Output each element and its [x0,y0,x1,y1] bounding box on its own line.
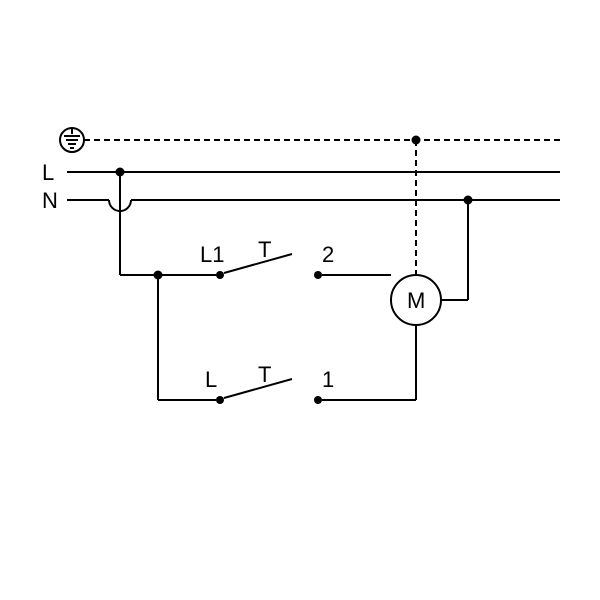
rail-n [67,200,560,211]
motor-symbol: M [391,275,441,325]
switch-1: L1 T 2 [200,237,334,279]
earth-symbol [60,128,84,152]
pe-to-motor [412,136,421,276]
label-n: N [42,188,58,213]
wiring-diagram: L N L1 T 2 L T 1 [0,0,600,600]
label-l: L [42,160,54,185]
label-sw2-right: 1 [322,367,334,392]
label-sw2-mid: T [258,362,271,387]
label-sw1-left: L1 [200,242,224,267]
wire-sw2-out [322,325,416,400]
switch-2: L T 1 [205,362,334,404]
label-sw1-mid: T [258,237,271,262]
label-motor: M [407,288,425,313]
l-drop [116,168,125,276]
label-sw1-right: 2 [322,242,334,267]
motor-to-n [441,196,473,301]
label-sw2-left: L [205,367,217,392]
